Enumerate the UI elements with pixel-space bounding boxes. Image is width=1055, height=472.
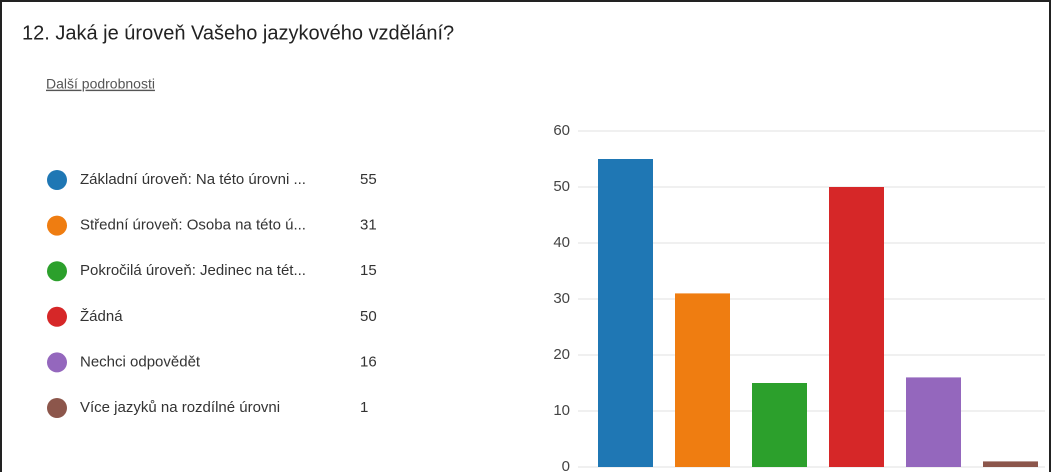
details-link[interactable]: Další podrobnosti: [46, 76, 155, 92]
legend-marker: [47, 352, 67, 373]
y-tick-label: 30: [553, 290, 570, 307]
y-tick-label: 20: [553, 346, 570, 363]
bar: [906, 377, 961, 467]
legend-label: Střední úroveň: Osoba na této ú...: [80, 217, 306, 234]
bar: [983, 461, 1038, 467]
legend-label: Více jazyků na rozdílné úrovni: [80, 399, 280, 416]
legend-label: Pokročilá úroveň: Jedinec na tét...: [80, 262, 306, 279]
y-tick-label: 50: [553, 178, 570, 195]
legend-marker: [47, 215, 67, 236]
bar: [675, 293, 730, 467]
legend-marker: [47, 170, 67, 190]
legend-label: Nechci odpovědět: [80, 353, 201, 370]
bar: [829, 187, 884, 467]
chart-title: 12. Jaká je úroveň Vašeho jazykového vzd…: [22, 22, 454, 44]
y-tick-label: 10: [553, 402, 570, 419]
legend-label: Žádná: [80, 308, 123, 325]
y-tick-label: 60: [553, 122, 570, 139]
y-tick-label: 40: [553, 234, 570, 251]
legend-label: Základní úroveň: Na této úrovni ...: [80, 171, 306, 188]
legend-marker: [47, 306, 67, 327]
bar: [598, 159, 653, 467]
legend-value: 16: [360, 353, 377, 370]
legend-value: 55: [360, 171, 377, 188]
legend-value: 15: [360, 262, 377, 279]
legend-value: 1: [360, 399, 368, 416]
bar: [752, 383, 807, 467]
legend-marker: [47, 261, 67, 282]
y-tick-label: 0: [562, 458, 570, 472]
legend-value: 31: [360, 217, 377, 234]
legend-value: 50: [360, 308, 377, 325]
legend-marker: [47, 398, 67, 418]
